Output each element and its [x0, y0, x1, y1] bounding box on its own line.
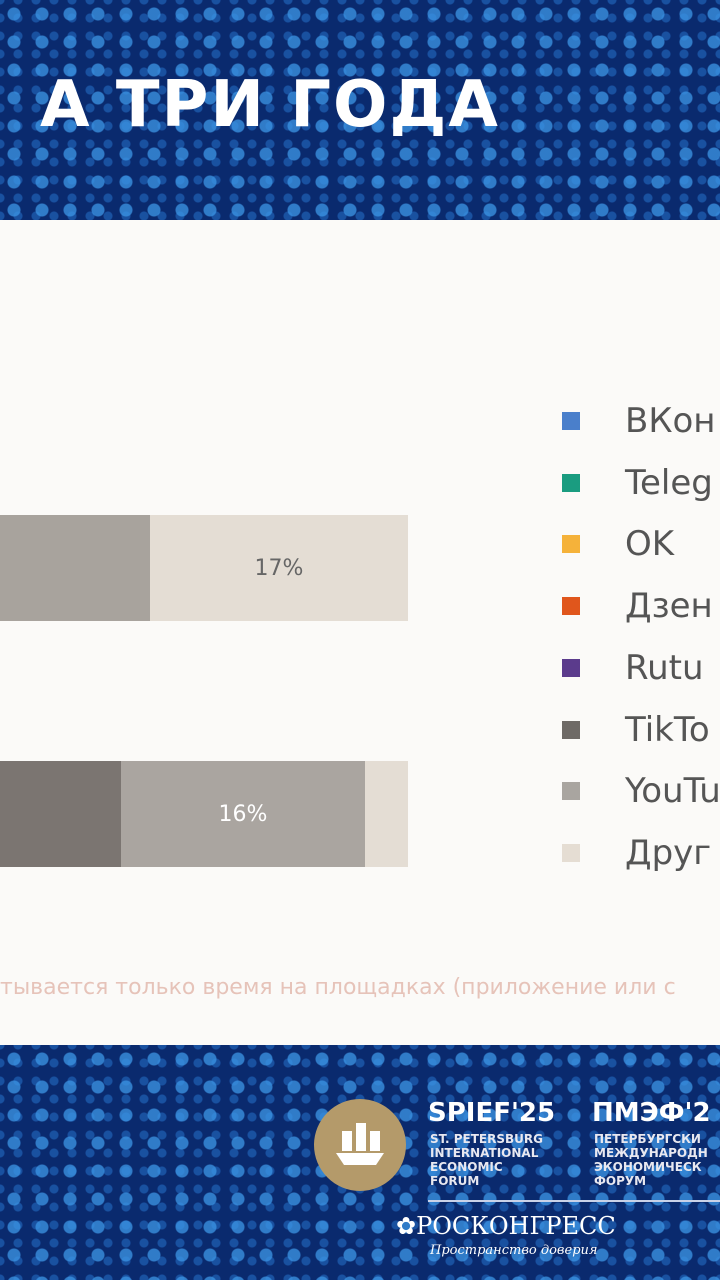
- footnote: тывается только время на площадках (прил…: [0, 975, 676, 1000]
- logo-line: ECONOMIC: [430, 1160, 503, 1174]
- legend-swatch: [562, 720, 580, 739]
- forum-emblem: [314, 1099, 406, 1191]
- legend-swatch: [562, 782, 580, 801]
- legend-swatch: [562, 535, 580, 554]
- legend-item: YouTu: [562, 771, 720, 811]
- legend-item: Rutu: [562, 648, 704, 688]
- legend-label: Дзен: [625, 586, 713, 627]
- legend-label: Друг: [625, 832, 712, 873]
- bar-segment: [0, 515, 150, 621]
- logo-text: ПМЭФ'2: [592, 1098, 711, 1128]
- legend-item: Дзен: [562, 586, 713, 626]
- bar-segment: [0, 761, 121, 867]
- bar-segment: 17%: [150, 515, 408, 621]
- legend-swatch: [562, 412, 580, 430]
- legend-label: Teleg: [625, 462, 713, 503]
- bar-label: 16%: [218, 801, 268, 827]
- legend-label: Rutu: [625, 647, 704, 688]
- legend-swatch: [562, 597, 580, 616]
- logo-line: ЭКОНОМИЧЕСК: [594, 1160, 702, 1174]
- logo-line: МЕЖДУНАРОДН: [594, 1146, 708, 1160]
- logo-line: ПЕТЕРБУРГСКИ: [594, 1132, 701, 1146]
- legend-swatch: [562, 473, 580, 492]
- legend-item: Друг: [562, 833, 711, 873]
- legend-label: ВКон: [625, 401, 716, 441]
- legend-item: OK: [562, 524, 674, 564]
- logo-line: ST. PETERSBURG: [430, 1132, 543, 1146]
- legend-label: TikTo: [625, 709, 710, 750]
- legend-item: TikTo: [562, 710, 710, 750]
- legend-item: Teleg: [562, 463, 713, 503]
- header-band: [0, 0, 720, 220]
- legend-item: ВКон: [562, 401, 716, 441]
- bar-segment: [365, 761, 408, 867]
- logo-lines: ПЕТЕРБУРГСКИ МЕЖДУНАРОДН ЭКОНОМИЧЕСК ФОРУМ: [594, 1132, 708, 1188]
- logo-text: SPIEF'25: [428, 1098, 556, 1128]
- logo-text: РОСКОНГРЕСС: [416, 1212, 616, 1240]
- bar-label: 17%: [254, 555, 304, 581]
- legend-label: YouTu: [625, 771, 720, 812]
- divider: [428, 1200, 720, 1202]
- slide-title: А ТРИ ГОДА: [40, 68, 500, 142]
- bar-segment: 16%: [121, 761, 365, 867]
- logo-line: INTERNATIONAL: [430, 1146, 539, 1160]
- logo-lines: ST. PETERSBURG INTERNATIONAL ECONOMIC FORUM: [430, 1132, 543, 1188]
- legend-label: OK: [625, 524, 675, 565]
- legend-swatch: [562, 658, 580, 677]
- tagline: Пространство доверия: [430, 1243, 598, 1258]
- logo-line: FORUM: [430, 1174, 480, 1188]
- logo-line: ФОРУМ: [594, 1174, 647, 1188]
- legend-swatch: [562, 843, 580, 862]
- roscongress-logo: ✿РОСКОНГРЕСС: [396, 1212, 616, 1240]
